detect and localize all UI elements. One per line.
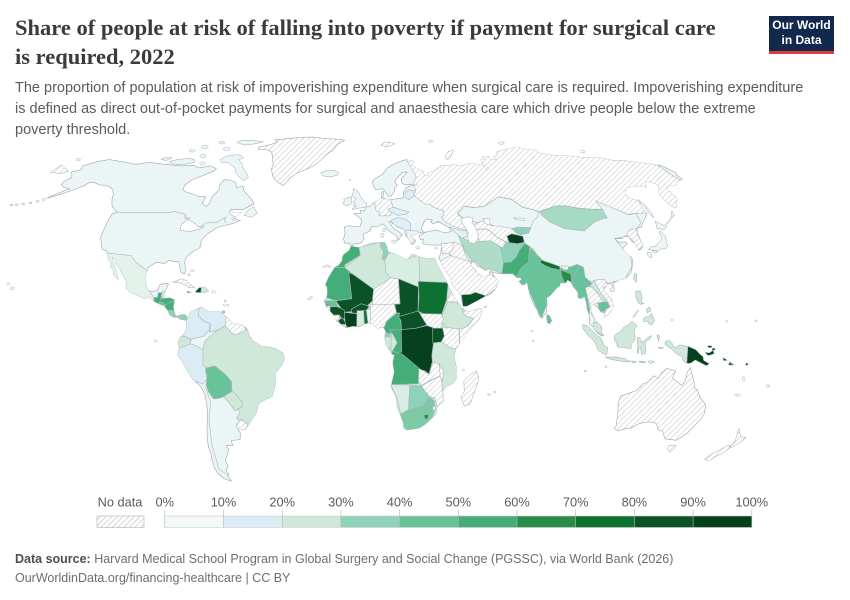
svg-text:70%: 70%: [563, 495, 589, 510]
svg-text:90%: 90%: [680, 495, 706, 510]
svg-text:40%: 40%: [387, 495, 413, 510]
svg-text:No data: No data: [98, 495, 144, 510]
svg-text:30%: 30%: [328, 495, 354, 510]
svg-text:80%: 80%: [622, 495, 648, 510]
svg-text:20%: 20%: [269, 495, 295, 510]
svg-text:50%: 50%: [445, 495, 471, 510]
svg-text:10%: 10%: [211, 495, 237, 510]
svg-text:60%: 60%: [504, 495, 530, 510]
svg-text:0%: 0%: [156, 495, 175, 510]
svg-text:100%: 100%: [735, 495, 768, 510]
